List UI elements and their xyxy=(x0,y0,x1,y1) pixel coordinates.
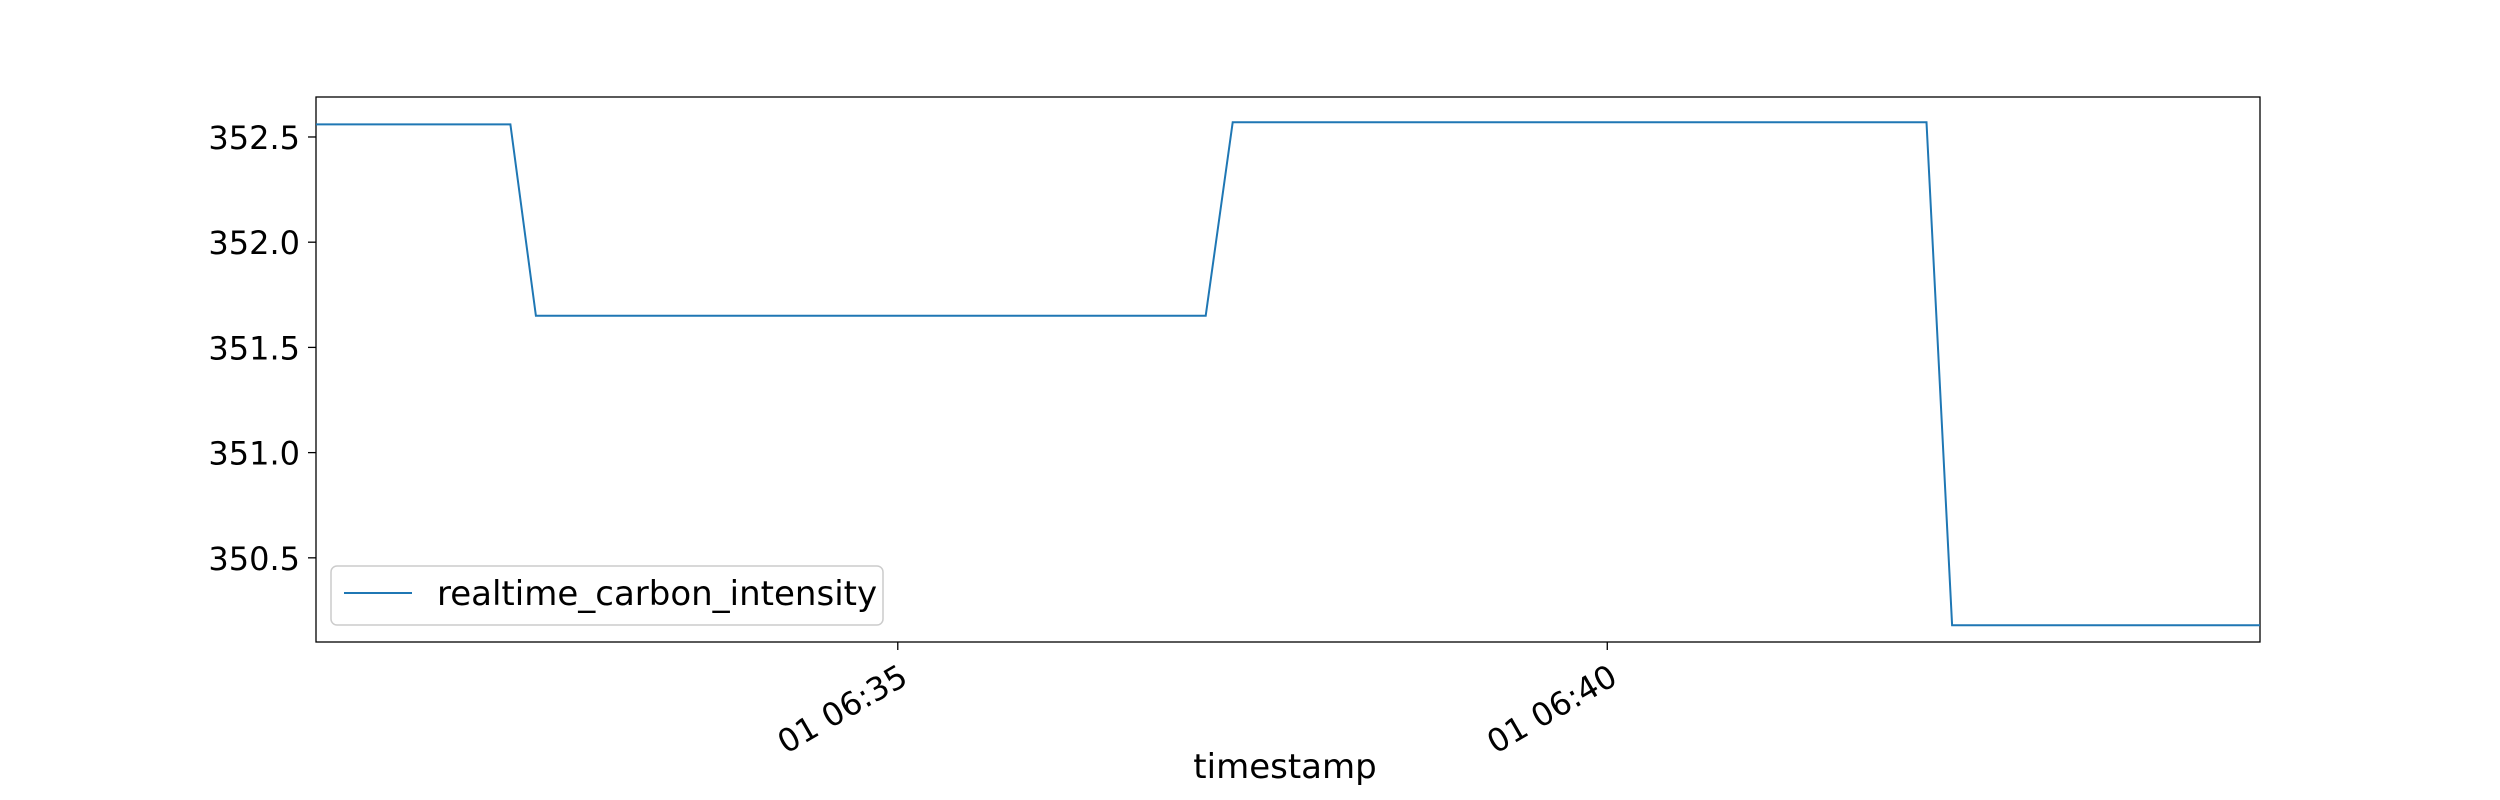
legend-box xyxy=(330,565,884,626)
y-tick-label: 350.5 xyxy=(208,540,300,578)
legend: realtime_carbon_intensity xyxy=(330,565,884,626)
legend-label: realtime_carbon_intensity xyxy=(437,574,877,614)
series-layer xyxy=(316,121,2260,627)
series-line xyxy=(316,121,2260,627)
y-axis-ticks: 350.5 351.0 351.5 352.0 352.5 xyxy=(208,119,316,578)
y-tick-label: 351.0 xyxy=(208,435,300,473)
y-tick-label: 352.5 xyxy=(208,119,300,157)
x-axis-label: timestamp xyxy=(1193,747,1376,787)
y-tick-label: 352.0 xyxy=(208,224,300,262)
plot-frame xyxy=(315,96,2261,643)
x-tick-label: 01 06:35 xyxy=(771,657,914,761)
y-tick-label: 351.5 xyxy=(208,329,300,367)
x-axis-ticks: 01 06:35 01 06:40 xyxy=(771,642,1623,761)
x-tick-label: 01 06:40 xyxy=(1480,657,1623,761)
